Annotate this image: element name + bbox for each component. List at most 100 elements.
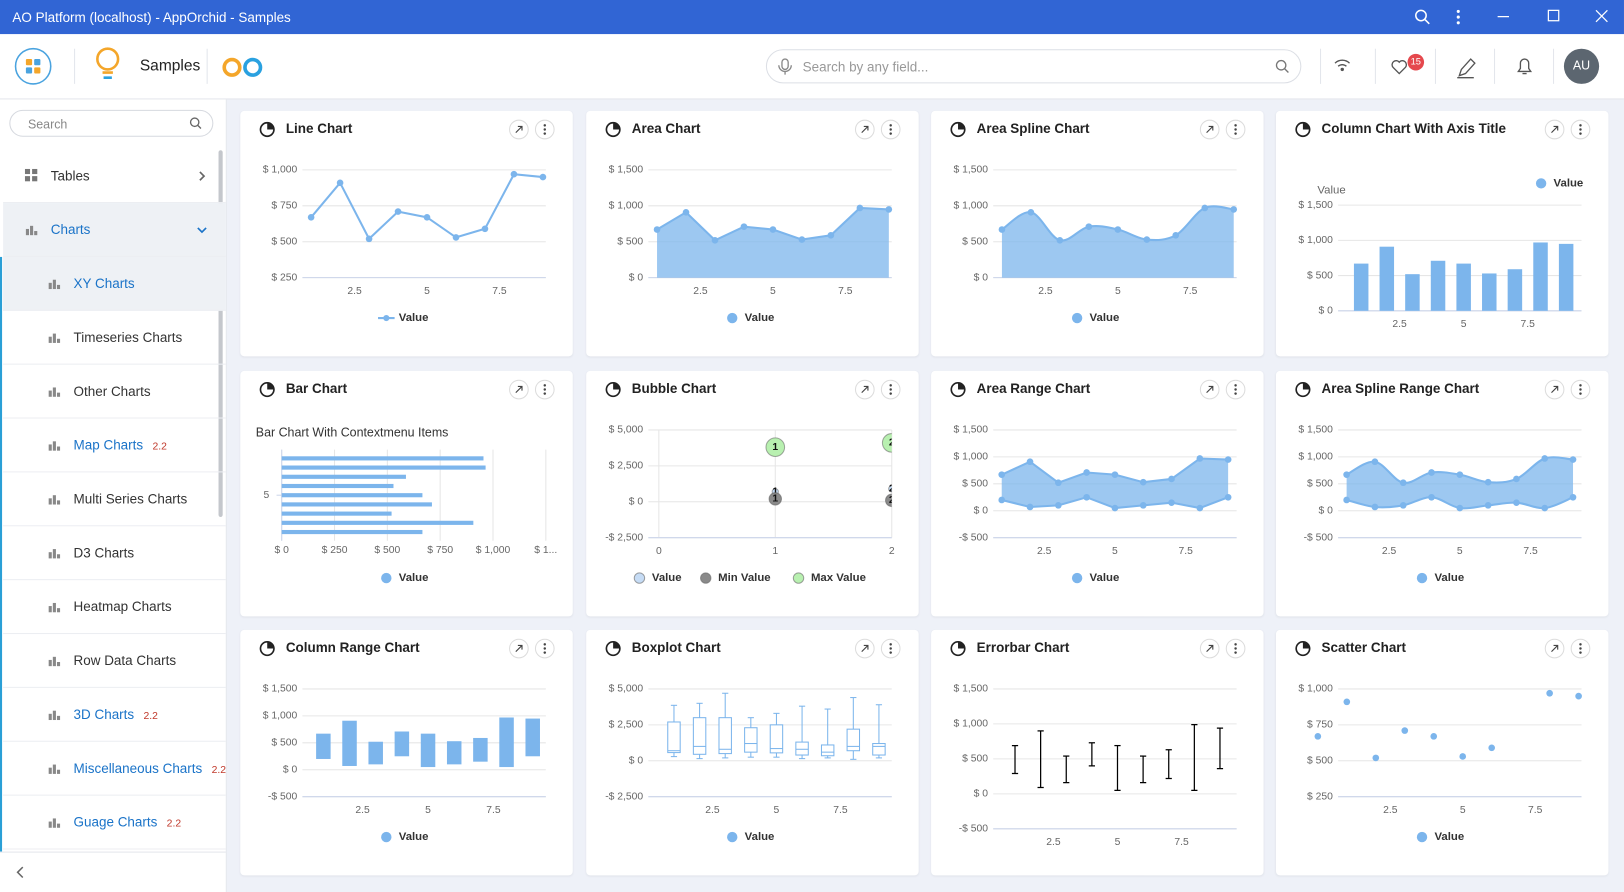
menu-button[interactable] (1570, 119, 1591, 140)
x-tick-label: 5 (1115, 286, 1121, 297)
menu-button[interactable] (1570, 638, 1591, 659)
expand-button[interactable] (1544, 638, 1565, 659)
icon-part (56, 392, 61, 397)
nav-item[interactable]: Charts (3, 203, 226, 257)
nav-label-group: Tables (51, 168, 90, 184)
menu-button[interactable] (534, 379, 555, 400)
nav-label-group: Guage Charts 2.2 (74, 814, 182, 830)
maximize-button[interactable] (1547, 9, 1560, 22)
y-tick-label: $ 1,500 (609, 165, 644, 176)
chart-card: Area Chart $ 0 $ 500 $ 1,000 $ 1,500 2.5 5 7.5 V… (586, 110, 919, 357)
button-glyph (889, 392, 892, 395)
menu-button[interactable] (1570, 379, 1591, 400)
nav-label-group: D3 Charts (74, 545, 135, 561)
menu-button[interactable] (880, 379, 901, 400)
button-glyph (515, 125, 523, 134)
notifications-icon[interactable] (1517, 58, 1533, 75)
menu-button[interactable] (880, 638, 901, 659)
expand-button[interactable] (1544, 379, 1565, 400)
y-tick-label: $ 1,000 (1298, 452, 1333, 463)
button-glyph (889, 132, 892, 135)
nav-item[interactable]: D3 Charts (3, 526, 226, 581)
legend-item[interactable]: Value (727, 831, 774, 843)
collapse-button[interactable] (0, 853, 31, 892)
menu-button[interactable] (880, 119, 901, 140)
point (1399, 502, 1407, 509)
nav-item[interactable]: Other Charts (3, 365, 226, 419)
bar (281, 465, 486, 470)
sidebar: Search Tables Charts XY Charts Timeseries C… (0, 99, 227, 892)
search-box[interactable] (765, 49, 1302, 84)
icon-wedge (267, 641, 274, 649)
nav-badge: 2.2 (166, 818, 182, 830)
nav-item[interactable]: Tables (3, 149, 226, 204)
nav-label-group: Charts (51, 222, 91, 238)
search-icon[interactable] (1275, 59, 1289, 73)
expand-button[interactable] (509, 379, 529, 400)
point (1484, 478, 1492, 486)
button-glyph (1579, 651, 1582, 654)
expand-button[interactable] (854, 379, 875, 400)
column (1353, 263, 1369, 311)
close-button[interactable] (1595, 9, 1608, 23)
range-area (1346, 457, 1574, 509)
legend-item[interactable]: Value (1416, 831, 1464, 843)
legend-item[interactable]: Value (1535, 177, 1583, 189)
point (1430, 733, 1438, 740)
legend-item[interactable]: Value (378, 312, 428, 324)
legend-item[interactable]: Value (633, 572, 682, 584)
legend-item[interactable]: Value (381, 831, 428, 843)
search-icon[interactable] (1415, 9, 1430, 25)
x-tick-label: 7.5 (833, 805, 848, 816)
expand-button[interactable] (509, 638, 529, 659)
legend-item[interactable]: Value (727, 312, 774, 324)
legend-item[interactable]: Value (1071, 572, 1119, 584)
nav-item[interactable]: Heatmap Charts (3, 580, 226, 635)
point (365, 235, 373, 243)
nav-item[interactable]: Miscellaneous Charts 2.2 (3, 742, 226, 796)
connection-icon[interactable] (1334, 59, 1350, 72)
expand-button[interactable] (854, 638, 875, 659)
y-tick-label: $ 0 (1319, 306, 1334, 317)
app-launcher[interactable] (14, 47, 52, 85)
button-glyph (543, 132, 547, 135)
nav-item[interactable]: XY Charts (3, 256, 226, 311)
card-title: Scatter Chart (1322, 640, 1407, 655)
expand-button[interactable] (1199, 379, 1220, 400)
expand-button[interactable] (1199, 119, 1220, 140)
nav-item[interactable]: Guage Charts 2.2 (3, 796, 226, 850)
legend-item[interactable]: Value (381, 572, 428, 584)
expand-button[interactable] (509, 119, 529, 140)
nav-item[interactable]: 3D Charts 2.2 (3, 688, 226, 742)
legend-marker (1416, 831, 1428, 843)
menu-button[interactable] (1225, 119, 1246, 140)
avatar[interactable] (1563, 48, 1600, 84)
expand-button[interactable] (854, 119, 875, 140)
nav-label: D3 Charts (73, 544, 135, 561)
nav-item[interactable]: Row Data Charts (3, 634, 226, 688)
legend-item[interactable]: Min Value (700, 572, 771, 584)
menu-button[interactable] (534, 638, 555, 659)
column (1507, 269, 1523, 311)
favorites-icon[interactable] (1391, 60, 1408, 75)
menu-icon[interactable] (1456, 9, 1460, 25)
legend-item[interactable]: Value (1416, 572, 1464, 584)
sidebar-search[interactable]: Search (9, 109, 214, 137)
expand-button[interactable] (1544, 119, 1565, 140)
mic-icon[interactable] (778, 58, 792, 75)
expand-button[interactable] (1199, 638, 1220, 659)
point (1055, 502, 1062, 509)
legend-item[interactable]: Value (1071, 312, 1119, 324)
icon-part (52, 764, 56, 774)
y-tick-label: $ 1,000 (954, 452, 989, 463)
menu-button[interactable] (1225, 638, 1246, 659)
edit-icon[interactable] (1457, 58, 1476, 79)
nav-item[interactable]: Map Charts 2.2 (3, 419, 226, 473)
sidebar-search-placeholder: Search (27, 117, 68, 132)
nav-item[interactable]: Timeseries Charts (3, 311, 226, 365)
menu-button[interactable] (1225, 379, 1246, 400)
legend-item[interactable]: Max Value (792, 572, 866, 584)
chart-icon (605, 121, 621, 138)
menu-button[interactable] (534, 119, 555, 140)
nav-item[interactable]: Multi Series Charts (3, 472, 226, 527)
